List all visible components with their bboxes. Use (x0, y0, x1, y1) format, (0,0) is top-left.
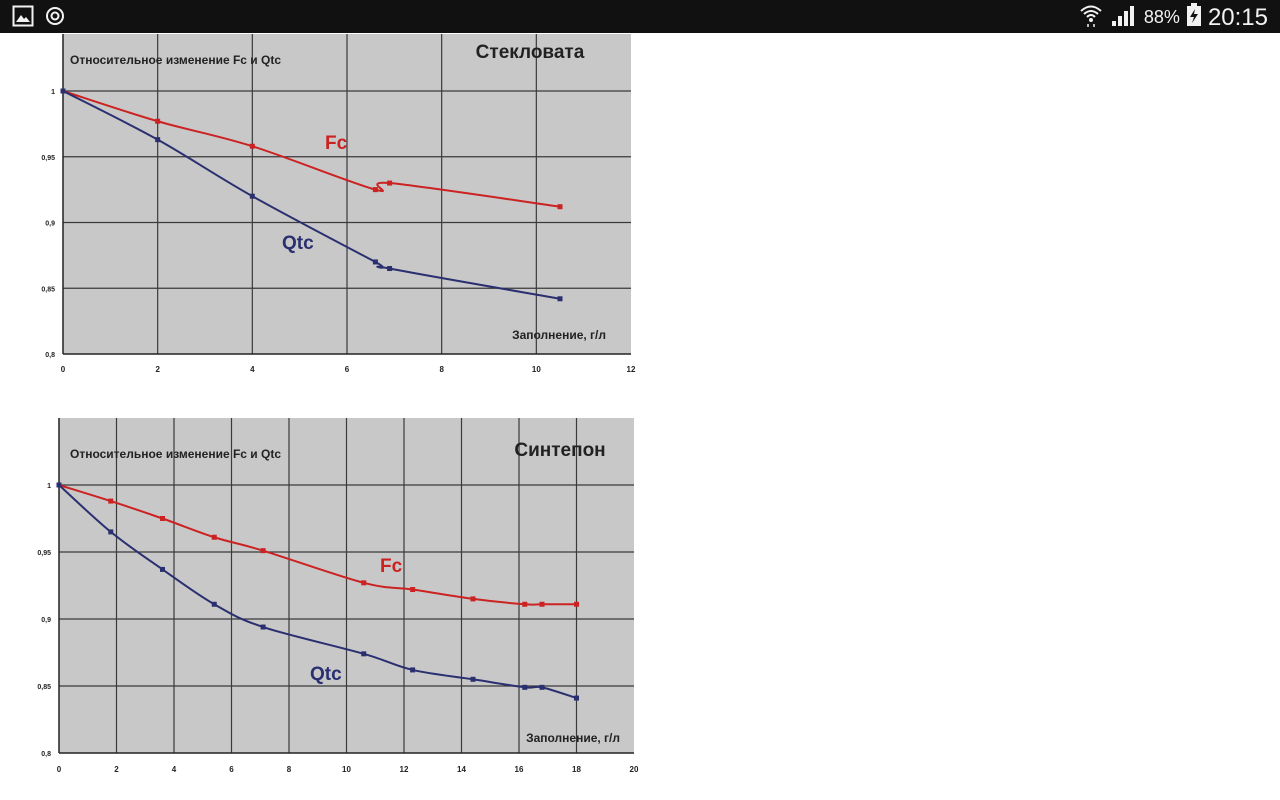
y-tick-label: 0,8 (41, 751, 51, 758)
series-line-qtc (58, 484, 577, 700)
data-point-fc (108, 498, 114, 504)
data-point-fc (361, 580, 367, 586)
y-tick-label: 0,9 (45, 221, 55, 228)
data-point-qtc (387, 266, 393, 272)
x-tick-label: 14 (457, 765, 466, 774)
x-tick-label: 8 (439, 365, 444, 374)
data-point-qtc (160, 566, 165, 572)
y-tick-label: 0,9 (41, 617, 51, 624)
x-tick-label: 12 (400, 765, 409, 774)
series-label-fc: Fc (380, 556, 403, 577)
y-tick-label: 1 (51, 89, 55, 96)
series-line-fc (58, 484, 577, 606)
data-point-qtc (361, 651, 367, 657)
y-axis-label: Относительное изменение Fc и Qtc (70, 447, 281, 461)
status-bar: 88% 20:15 (0, 0, 1280, 33)
data-point-qtc (574, 695, 579, 701)
x-tick-label: 4 (250, 365, 255, 374)
signal-icon (1110, 3, 1138, 32)
x-tick-label: 4 (172, 765, 177, 774)
x-tick-label: 18 (572, 765, 581, 774)
data-point-fc (211, 534, 217, 540)
data-point-qtc (470, 676, 476, 682)
data-point-fc (155, 118, 161, 124)
y-tick-label: 1 (47, 483, 51, 490)
battery-percent: 88% (1143, 7, 1180, 27)
x-tick-label: 8 (287, 765, 292, 774)
clock: 20:15 (1207, 3, 1268, 31)
x-tick-label: 10 (342, 765, 351, 774)
data-point-fc (160, 516, 165, 521)
y-tick-label: 0,95 (41, 155, 55, 162)
data-point-qtc (410, 667, 416, 673)
series-label-qtc: Qtc (310, 664, 342, 685)
data-point-qtc (539, 684, 545, 690)
data-point-qtc (211, 601, 217, 607)
data-point-qtc (260, 624, 266, 630)
data-point-fc (249, 143, 255, 149)
x-tick-label: 10 (532, 365, 541, 374)
data-point-qtc (372, 259, 378, 265)
chart-title: Синтепон (514, 440, 605, 461)
data-point-qtc (522, 684, 528, 690)
gallery-icon (12, 5, 34, 32)
data-point-qtc (249, 193, 255, 199)
x-tick-label: 20 (630, 765, 639, 774)
battery-charging-icon (1186, 3, 1202, 32)
x-axis-label: Заполнение, г/л (512, 328, 606, 342)
x-tick-label: 6 (345, 365, 350, 374)
chart-glass-wool: 0 2 4 6 8 10 12 0,8 0,85 0,9 0,95 1 Стекловата Относи… (30, 34, 642, 378)
data-point-qtc (557, 296, 563, 302)
chart-synthetic-padding: 0 2 4 6 8 10 12 14 16 18 20 0,8 0,85 0,9 0,95 1 Синтепон… (30, 418, 642, 780)
y-tick-label: 0,85 (41, 286, 55, 293)
data-point-fc (410, 587, 416, 593)
chart-title: Стекловата (476, 42, 585, 63)
data-point-fc (522, 601, 528, 607)
data-point-fc (260, 548, 266, 554)
chart-synthetic-padding-svg: 0 2 4 6 8 10 12 14 16 18 20 0,8 0,85 0,9 0,95 1 Синтепон… (37, 418, 639, 774)
sync-icon (44, 5, 66, 32)
x-tick-label: 2 (155, 365, 160, 374)
chart-glass-wool-svg: 0 2 4 6 8 10 12 0,8 0,85 0,9 0,95 1 Стекловата Относи… (41, 34, 636, 374)
x-tick-label: 0 (61, 365, 66, 374)
x-tick-label: 12 (627, 365, 636, 374)
x-tick-label: 6 (229, 765, 234, 774)
y-axis-label: Относительное изменение Fc и Qtc (70, 53, 281, 67)
data-point-qtc (60, 88, 66, 94)
data-point-fc (557, 204, 563, 210)
x-tick-label: 16 (515, 765, 524, 774)
series-label-qtc: Qtc (282, 233, 314, 254)
data-point-fc (470, 596, 476, 602)
x-tick-label: 2 (114, 765, 119, 774)
data-point-qtc (108, 529, 114, 535)
wifi-icon (1078, 2, 1104, 33)
y-tick-label: 0,8 (45, 352, 55, 359)
series-line-qtc (62, 90, 561, 300)
data-point-qtc (56, 482, 62, 488)
data-point-fc (387, 180, 393, 186)
data-point-fc (372, 187, 378, 193)
series-label-fc: Fc (325, 133, 348, 154)
data-point-fc (539, 601, 545, 607)
data-point-qtc (155, 137, 161, 143)
x-axis-label: Заполнение, г/л (526, 731, 620, 745)
y-tick-label: 0,95 (37, 550, 51, 557)
data-point-fc (574, 601, 579, 607)
x-tick-label: 0 (57, 765, 62, 774)
y-tick-label: 0,85 (37, 684, 51, 691)
